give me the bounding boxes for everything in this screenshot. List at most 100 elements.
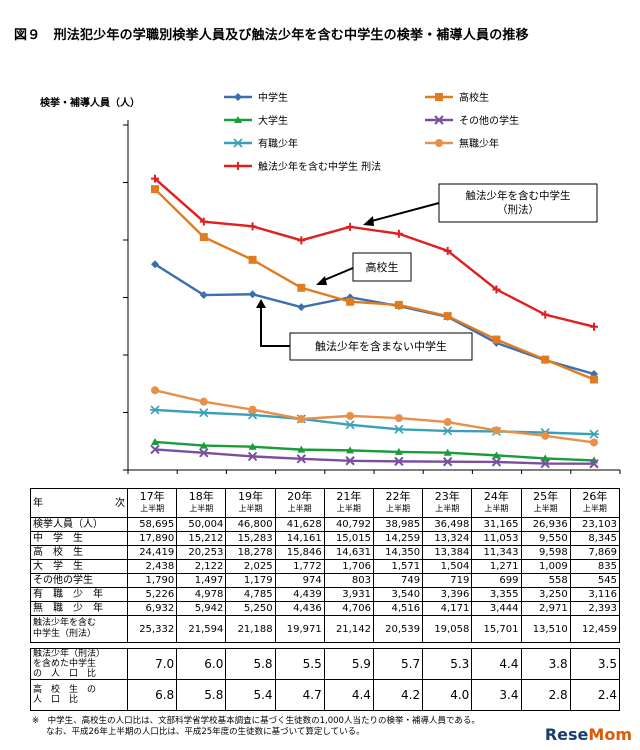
series-line-employed bbox=[154, 408, 595, 436]
data-point-university bbox=[541, 454, 550, 462]
data-point-high_school bbox=[151, 185, 159, 194]
y-axis-label: 検挙・補導人員（人） bbox=[40, 98, 140, 109]
table-corner: 次年 bbox=[30, 488, 128, 518]
ratio-cell: 3.4 bbox=[471, 679, 522, 711]
legend-label-junior_high: 中学生 bbox=[258, 91, 288, 104]
table-cell: 1,179 bbox=[225, 573, 276, 588]
table-cell: 974 bbox=[274, 573, 325, 588]
row-label: 大 学 生 bbox=[30, 559, 128, 574]
table-cell: 545 bbox=[569, 573, 621, 588]
table-cell: 11,053 bbox=[471, 531, 522, 546]
table-cell: 15,015 bbox=[323, 531, 374, 546]
ratio-label: 触法少年（刑法） を含めた中学生の 人 口 比 bbox=[30, 648, 128, 680]
data-point-employed bbox=[442, 426, 453, 436]
data-point-junior_high_incl bbox=[248, 222, 257, 231]
year-header: 26年 上半期 bbox=[569, 488, 621, 518]
series-line-other_students bbox=[154, 448, 595, 465]
table-cell: 4,785 bbox=[225, 587, 276, 602]
table-cell: 41,628 bbox=[274, 517, 325, 532]
year-header: 20年 上半期 bbox=[274, 488, 325, 518]
data-point-unemployed bbox=[199, 397, 208, 406]
data-point-university bbox=[492, 451, 501, 459]
table-cell: 803 bbox=[323, 573, 374, 588]
table-cell: 36,498 bbox=[422, 517, 473, 532]
row-label: 検挙人員（人） bbox=[30, 517, 128, 532]
ratio-cell: 4.2 bbox=[372, 679, 424, 711]
table-cell: 1,009 bbox=[520, 559, 571, 574]
data-point-unemployed bbox=[492, 426, 501, 435]
annotation-text-junior: 触法少年を含まない中学生 bbox=[315, 339, 447, 353]
table-cell: 3,931 bbox=[323, 587, 374, 602]
table-cell: 3,250 bbox=[520, 587, 571, 602]
table-cell: 18,278 bbox=[225, 545, 276, 560]
data-point-junior_high_incl bbox=[492, 285, 501, 294]
data-point-university bbox=[443, 448, 452, 456]
data-point-unemployed bbox=[394, 414, 403, 423]
table-cell: 15,283 bbox=[225, 531, 276, 546]
ratio-cell: 4.0 bbox=[422, 679, 473, 711]
table-cell: 21,142 bbox=[323, 615, 374, 643]
data-point-other_students bbox=[199, 448, 209, 458]
ratio-row: 高 校 生 の人 口 比 6.8 5.8 5.4 4.7 4.4 4.2 4.0 3.4 2.8 2… bbox=[30, 679, 621, 711]
table-cell: 3,355 bbox=[471, 587, 522, 602]
footnote: ※ 中学生、高校生の人口比は、文部科学省学校基本調査に基づく生徒数の1,000人… bbox=[32, 716, 480, 738]
annotation-arrow-junior bbox=[260, 306, 290, 347]
year-header: 23年 上半期 bbox=[422, 488, 473, 518]
data-point-high_school bbox=[541, 355, 550, 364]
annotation-box-high bbox=[352, 252, 412, 282]
ratio-cell: 2.4 bbox=[569, 679, 621, 711]
legend-label-junior_high_incl: 触法少年を含む中学生 刑法 bbox=[258, 160, 381, 173]
data-point-other_students bbox=[247, 451, 258, 462]
data-point-unemployed bbox=[346, 411, 355, 420]
table-cell: 5,250 bbox=[225, 601, 276, 616]
data-point-junior_high bbox=[297, 303, 306, 312]
table-cell: 1,790 bbox=[126, 573, 178, 588]
table-cell: 699 bbox=[471, 573, 522, 588]
footnote-line-2: なお、平成26年上半期の人口比は、平成25年度の生徒数に基づいて算定している。 bbox=[46, 727, 365, 737]
year-header: 22年 上半期 bbox=[372, 488, 424, 518]
table-cell: 6,932 bbox=[126, 601, 178, 616]
year-header: 18年 上半期 bbox=[176, 488, 227, 518]
table-cell: 1,772 bbox=[274, 559, 325, 574]
annotation-arrowhead-high bbox=[316, 276, 327, 285]
table-cell: 9,550 bbox=[520, 531, 571, 546]
table-cell: 835 bbox=[569, 559, 621, 574]
row-label: 中 学 生 bbox=[30, 531, 128, 546]
data-point-unemployed bbox=[151, 386, 159, 395]
data-point-university bbox=[248, 442, 257, 450]
table-cell: 719 bbox=[422, 573, 473, 588]
data-point-junior_high_incl bbox=[151, 174, 159, 183]
data-point-other_students bbox=[394, 456, 404, 467]
table-cell: 14,259 bbox=[372, 531, 424, 546]
series-line-junior_high bbox=[154, 263, 595, 376]
year-header: 24年 上半期 bbox=[471, 488, 522, 518]
table-cell: 21,188 bbox=[225, 615, 276, 643]
table-cell: 5,226 bbox=[126, 587, 178, 602]
ratio-cell: 5.3 bbox=[422, 648, 473, 680]
table-row: 高 校 生 24,419 20,253 18,278 15,846 14,631 14,35… bbox=[30, 545, 621, 560]
table-row: 大 学 生 2,438 2,122 2,025 1,772 1,706 1,571 1,504… bbox=[30, 559, 621, 574]
corner-right: 次 bbox=[115, 497, 125, 509]
table-cell: 14,350 bbox=[372, 545, 424, 560]
table-cell: 7,869 bbox=[569, 545, 621, 560]
table-cell: 14,161 bbox=[274, 531, 325, 546]
data-point-employed bbox=[589, 429, 599, 439]
table-cell: 40,792 bbox=[323, 517, 374, 532]
ratio-table: 触法少年（刑法） を含めた中学生の 人 口 比 7.0 6.0 5.8 5.5 5.9 5.7… bbox=[30, 648, 621, 711]
data-point-high_school bbox=[346, 297, 355, 306]
series-line-high_school bbox=[154, 188, 595, 381]
data-point-employed bbox=[150, 405, 160, 415]
ratio-cell: 2.8 bbox=[520, 679, 571, 711]
data-point-junior_high bbox=[199, 291, 208, 300]
year-header: 21年 上半期 bbox=[323, 488, 374, 518]
table-cell: 17,890 bbox=[126, 531, 178, 546]
data-point-junior_high_incl bbox=[394, 229, 403, 238]
table-row: その他の学生 1,790 1,497 1,179 974 803 749 719 699 558 5… bbox=[30, 573, 621, 588]
data-point-unemployed bbox=[541, 431, 550, 440]
row-label: 高 校 生 bbox=[30, 545, 128, 560]
year-header: 25年 上半期 bbox=[520, 488, 571, 518]
ratio-cell: 5.8 bbox=[176, 679, 227, 711]
corner-left: 年 bbox=[33, 497, 43, 509]
row-label: その他の学生 bbox=[30, 573, 128, 588]
